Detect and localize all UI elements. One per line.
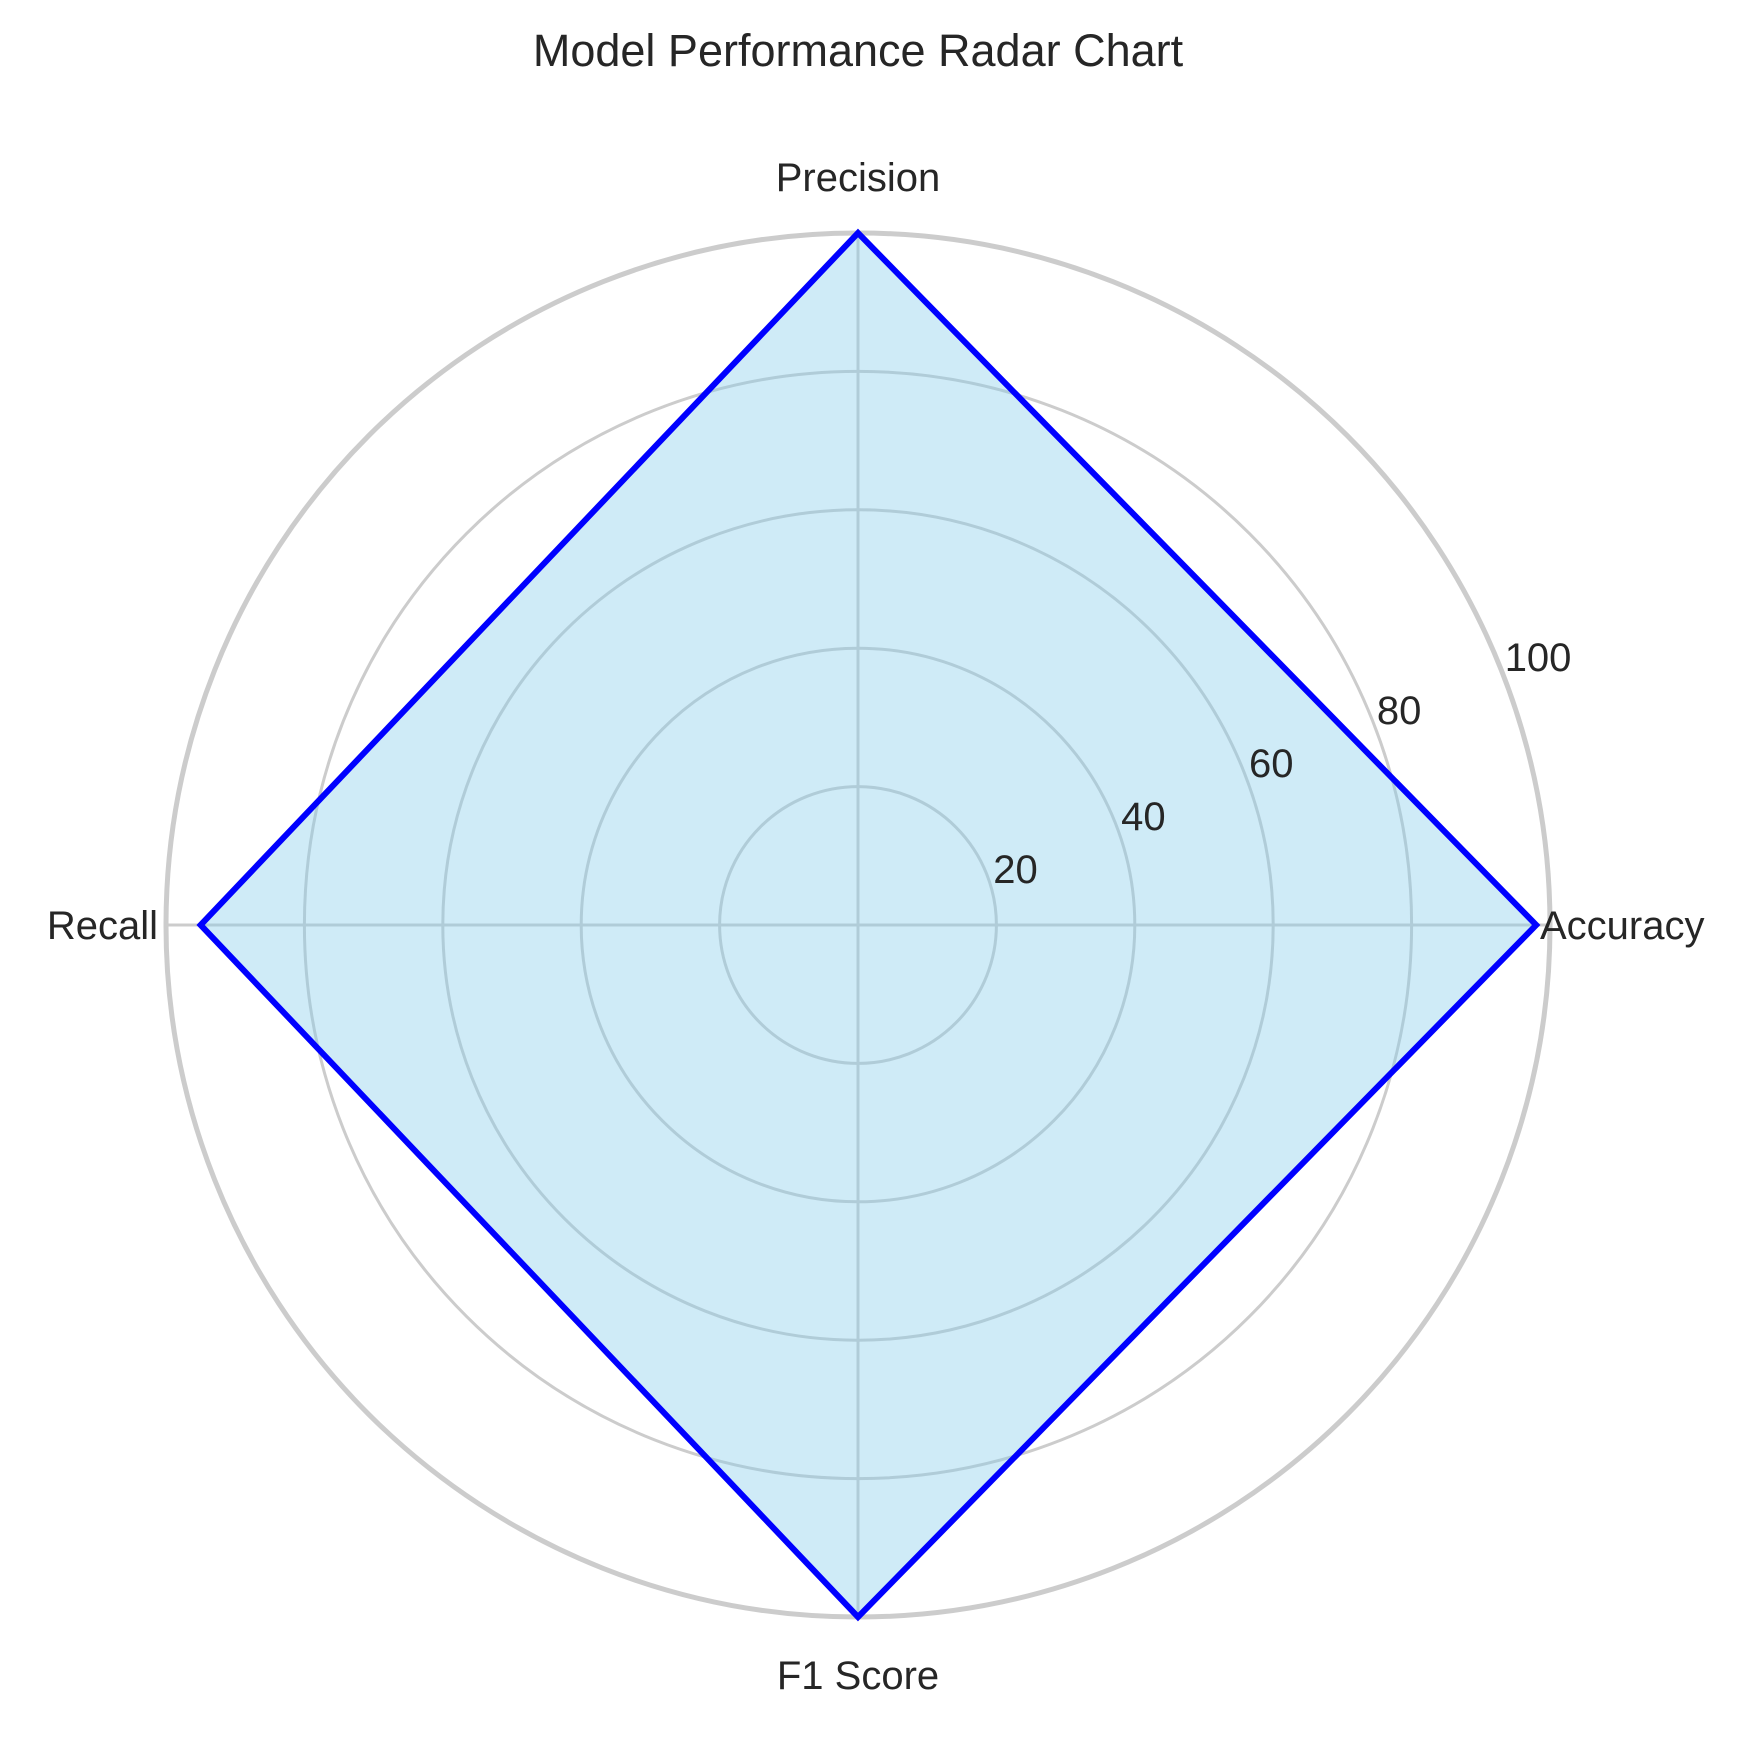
- radar-data: [196, 228, 1541, 1622]
- series-line: [196, 228, 1541, 1622]
- r-tick-label: 60: [1249, 742, 1294, 786]
- category-label-recall: Recall: [47, 904, 158, 948]
- category-label-f1-score: F1 Score: [777, 1654, 939, 1698]
- category-label-precision: Precision: [776, 156, 941, 200]
- r-tick-label: 40: [1121, 795, 1166, 839]
- r-tick-label: 80: [1377, 689, 1422, 733]
- r-tick-label: 100: [1505, 636, 1572, 680]
- series-fill-area: [200, 233, 1537, 1617]
- radar-labels: Accuracy Precision Recall F1 Score 20 40 60 80 1…: [47, 156, 1705, 1698]
- category-label-accuracy: Accuracy: [1540, 904, 1705, 948]
- chart-title: Model Performance Radar Chart: [533, 25, 1184, 76]
- r-tick-label: 20: [993, 848, 1038, 892]
